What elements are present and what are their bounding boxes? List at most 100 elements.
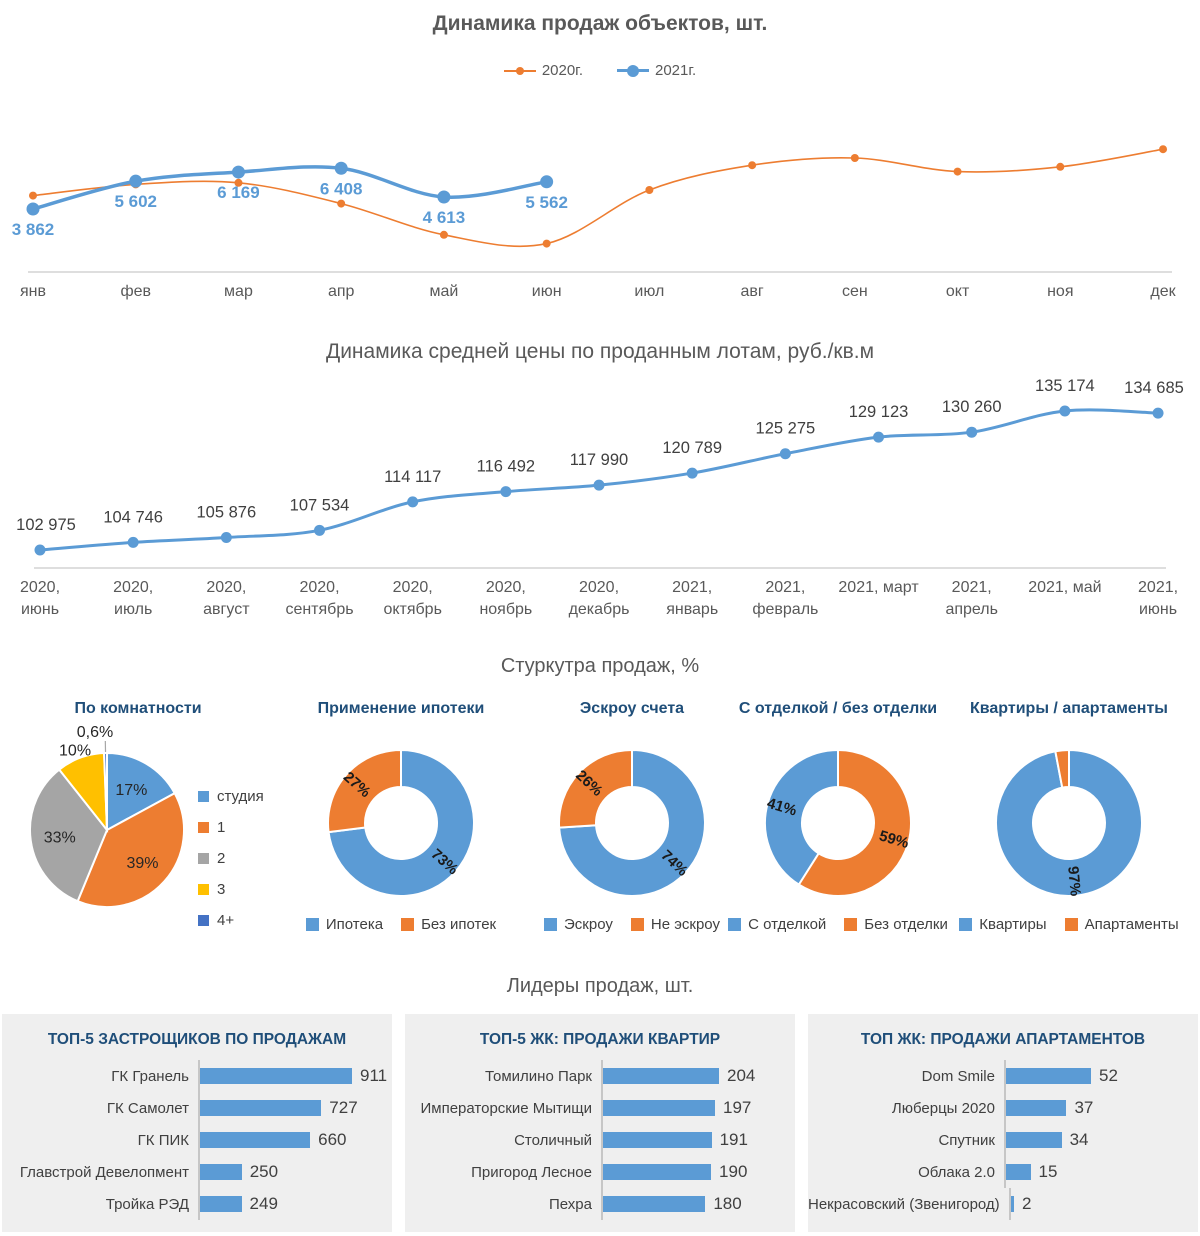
x-tick-label: июнь xyxy=(21,601,59,618)
data-point xyxy=(1152,407,1164,419)
data-point xyxy=(234,178,243,187)
sales-dynamics-chart: янв фев мар апр май июн июл авг сен окт ноя дек 3 86… xyxy=(12,145,1177,300)
bar-value: 727 xyxy=(329,1098,358,1117)
data-point xyxy=(779,448,791,460)
bar-row: Облака 2.0 15 xyxy=(808,1156,1198,1188)
data-label: 5 562 xyxy=(525,193,568,212)
legend-swatch-icon xyxy=(198,791,209,802)
rooms-legend: студия 1 2 3 4+ xyxy=(198,781,264,936)
bar-row: Томилино Парк 204 xyxy=(405,1060,795,1092)
data-point xyxy=(337,199,346,208)
bar xyxy=(1006,1132,1062,1148)
bar-category-label: ГК Самолет xyxy=(106,1099,189,1117)
legend-item-Квартиры: Квартиры xyxy=(959,916,1047,933)
data-point xyxy=(26,202,40,216)
legend-item-2020: 2020г. xyxy=(503,62,583,79)
flats-legend: Квартиры Апартаменты xyxy=(949,916,1189,933)
bar-track: 190 xyxy=(601,1156,795,1188)
bar-category-label: Некрасовский (Звенигород) xyxy=(808,1195,1000,1213)
legend-item-Без отделки: Без отделки xyxy=(844,916,948,933)
finishing-legend: С отделкой Без отделки xyxy=(718,916,958,933)
legend-label: Апартаменты xyxy=(1084,916,1179,933)
slice-label: 17% xyxy=(115,782,147,799)
bar-row: Тройка РЭД 249 xyxy=(2,1188,392,1220)
slice-label: 33% xyxy=(44,830,76,847)
bar-track: 249 xyxy=(198,1188,392,1220)
x-tick-label: 2020, xyxy=(299,579,339,596)
legend-label: Без отделки xyxy=(864,916,948,933)
panel-top-apartments-title: ТОП ЖК: ПРОДАЖИ АПАРТАМЕНТОВ xyxy=(860,1031,1146,1048)
bar-value: 37 xyxy=(1074,1098,1094,1117)
top-apartments-bars: Dom Smile 52 Люберцы 2020 37 Спутник 34 Облака… xyxy=(808,1060,1198,1220)
x-tick-label: ноябрь xyxy=(479,601,532,618)
data-point xyxy=(593,479,605,491)
bar-category-label: Облака 2.0 xyxy=(918,1163,995,1181)
price-dynamics-chart: 2020, июнь 2020, июль 2020, август 2020, сентяб… xyxy=(16,377,1184,618)
escrow-slice-Не эскроу xyxy=(558,748,633,829)
bar-row: Люберцы 2020 37 xyxy=(808,1092,1198,1124)
finishing-donut-title: С отделкой / без отделки xyxy=(738,700,938,717)
escrow-slice-Эскроу xyxy=(558,748,706,897)
bar-value: 204 xyxy=(727,1066,756,1085)
mortgage-legend: Ипотека Без ипотек xyxy=(281,916,521,933)
rooms-slice-студия xyxy=(106,751,176,832)
x-tick-label: 2021, xyxy=(1138,579,1178,596)
bar-track: 15 xyxy=(1004,1156,1198,1188)
legend-item-С отделкой: С отделкой xyxy=(728,916,826,933)
finishing-slice-Без отделки xyxy=(797,748,912,897)
sales-dynamics-line-2021г. xyxy=(31,165,549,211)
data-label: 134 685 xyxy=(1124,379,1184,397)
x-tick-label: 2020, xyxy=(486,579,526,596)
leaders-panels: ТОП-5 ЗАСТРОЩИКОВ ПО ПРОДАЖАМ ГК Гранель… xyxy=(2,1014,1198,1232)
data-label: 4 613 xyxy=(423,208,466,227)
sales-dynamics-title: Динамика продаж объектов, шт. xyxy=(432,12,768,35)
data-label: 3 862 xyxy=(12,220,55,239)
flats-donut-title: Квартиры / апартаменты xyxy=(970,700,1168,717)
bar-category-label: Dom Smile xyxy=(921,1067,995,1085)
bar-track: 250 xyxy=(198,1156,392,1188)
mortgage-slice-Ипотека xyxy=(327,748,475,897)
x-tick-label: сен xyxy=(842,283,868,300)
finishing-slice-С отделкой xyxy=(764,748,839,887)
data-point xyxy=(439,230,448,239)
sales-dynamics-line-2020г. xyxy=(32,148,1164,248)
sales-dynamics-legend: 2020г. 2021г. xyxy=(0,62,1200,79)
data-point xyxy=(1159,145,1168,154)
flats-vs-apartments-slice-Апартаменты xyxy=(1054,748,1070,789)
bar xyxy=(200,1164,242,1180)
bar xyxy=(603,1068,719,1084)
legend-label: 2 xyxy=(217,850,226,867)
bar-track: 2 xyxy=(1008,1188,1198,1220)
bar-value: 249 xyxy=(249,1194,278,1213)
x-tick-label: апрель xyxy=(945,601,998,618)
x-tick-label: дек xyxy=(1150,283,1176,300)
bar-track: 34 xyxy=(1004,1124,1198,1156)
x-tick-label: октябрь xyxy=(383,601,441,618)
line-marker-2021-icon xyxy=(617,64,649,77)
data-label: 120 789 xyxy=(662,439,722,457)
top-flats-bars: Томилино Парк 204 Императорские Мытищи 197 С… xyxy=(405,1060,795,1220)
bar-value: 660 xyxy=(318,1130,347,1149)
slice-label: 97% xyxy=(1064,865,1084,896)
legend-label: студия xyxy=(217,788,264,805)
data-label: 117 990 xyxy=(570,451,628,469)
bar-track: 180 xyxy=(601,1188,795,1220)
bar-category-label: Пригород Лесное xyxy=(471,1163,592,1181)
bar-track: 660 xyxy=(198,1124,392,1156)
bar xyxy=(1006,1100,1067,1116)
x-tick-label: июл xyxy=(634,283,664,300)
data-point xyxy=(1059,405,1071,417)
bar xyxy=(603,1164,712,1180)
escrow-legend: Эскроу Не эскроу xyxy=(512,916,752,933)
mortgage-slice-Без ипотек xyxy=(327,748,402,834)
bar-category-label: Томилино Парк xyxy=(485,1067,592,1085)
data-point xyxy=(873,431,885,443)
legend-label: Квартиры xyxy=(979,916,1047,933)
data-point xyxy=(220,531,232,543)
bar-row: ГК Гранель 911 xyxy=(2,1060,392,1092)
bar-track: 191 xyxy=(601,1124,795,1156)
legend-swatch-icon xyxy=(198,884,209,895)
bar xyxy=(200,1100,322,1116)
data-label: 6 408 xyxy=(320,179,363,198)
